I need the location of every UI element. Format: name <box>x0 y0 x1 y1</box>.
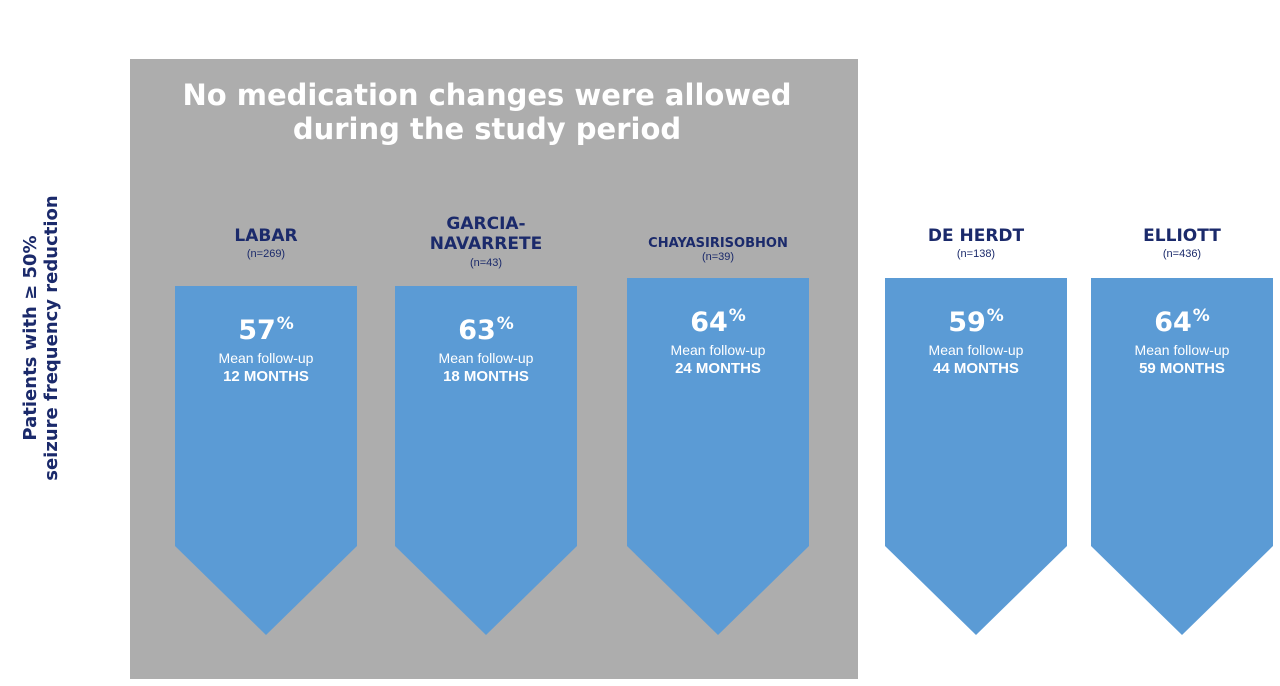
result-percentage: 64% <box>627 300 809 339</box>
percentage-value: 64 <box>690 307 728 338</box>
followup-months: 12 MONTHS <box>223 368 309 385</box>
followup-months: 18 MONTHS <box>443 368 529 385</box>
result-percentage: 57% <box>175 308 357 347</box>
study-name: ELLIOTT <box>1143 226 1221 246</box>
study-sample-size: (n=269) <box>246 248 286 260</box>
study-name: LABAR <box>234 226 298 246</box>
percent-sign: % <box>496 314 514 334</box>
study-name: CHAYASIRISOBHON <box>648 236 788 251</box>
result-arrow-shape <box>395 286 577 635</box>
followup-label: Mean follow-up <box>1134 342 1230 358</box>
percent-sign: % <box>986 306 1004 326</box>
result-percentage: 59% <box>885 300 1067 339</box>
y-axis-label-line2: seizure frequency reduction <box>41 195 62 481</box>
study-sample-size: (n=436) <box>1162 248 1202 260</box>
percent-sign: % <box>1192 306 1210 326</box>
result-arrow <box>627 278 809 635</box>
y-axis-label-line1: Patients with ≥ 50% <box>20 235 41 441</box>
result-text: 64% Mean follow-up 24 MONTHS <box>627 300 809 379</box>
panel-title: No medication changes were allowed durin… <box>182 78 792 146</box>
followup-label: Mean follow-up <box>218 350 314 366</box>
result-text: 64% Mean follow-up 59 MONTHS <box>1091 300 1273 379</box>
result-arrow-shape <box>1091 278 1273 635</box>
result-arrow <box>395 286 577 635</box>
study-column-chayasirisobhon: CHAYASIRISOBHON (n=39) 64% Mean follow-up 24… <box>627 0 809 686</box>
study-name: GARCIA- NAVARRETE <box>429 214 543 254</box>
percent-sign: % <box>728 306 746 326</box>
study-sample-size: (n=43) <box>469 257 503 269</box>
result-text: 57% Mean follow-up 12 MONTHS <box>175 308 357 387</box>
followup-label: Mean follow-up <box>670 342 766 358</box>
result-percentage: 64% <box>1091 300 1273 339</box>
study-column-labar: LABAR (n=269) 57% Mean follow-up 12 MONTHS <box>175 0 357 686</box>
percent-sign: % <box>276 314 294 334</box>
result-percentage: 63% <box>395 308 577 347</box>
result-arrow <box>175 286 357 635</box>
result-arrow <box>885 278 1067 635</box>
study-sample-size: (n=138) <box>956 248 996 260</box>
result-arrow-shape <box>627 278 809 635</box>
followup-months: 59 MONTHS <box>1139 360 1225 377</box>
result-arrow-shape <box>175 286 357 635</box>
study-sample-size: (n=39) <box>701 251 735 263</box>
percentage-value: 64 <box>1154 307 1192 338</box>
result-arrow-shape <box>885 278 1067 635</box>
result-text: 63% Mean follow-up 18 MONTHS <box>395 308 577 387</box>
followup-label: Mean follow-up <box>928 342 1024 358</box>
y-axis-label: Patients with ≥ 50% seizure frequency re… <box>20 188 80 488</box>
study-column-elliott: ELLIOTT (n=436) 64% Mean follow-up 59 MONTHS <box>1091 0 1273 686</box>
percentage-value: 57 <box>238 315 276 346</box>
percentage-value: 63 <box>458 315 496 346</box>
result-arrow <box>1091 278 1273 635</box>
study-name: DE HERDT <box>927 226 1025 246</box>
study-column-de-herdt: DE HERDT (n=138) 59% Mean follow-up 44 MONTH… <box>885 0 1067 686</box>
study-column-garcia-navarrete: GARCIA- NAVARRETE (n=43) 63% Mean follow-up… <box>395 0 577 686</box>
result-text: 59% Mean follow-up 44 MONTHS <box>885 300 1067 379</box>
percentage-value: 59 <box>948 307 986 338</box>
followup-months: 44 MONTHS <box>933 360 1019 377</box>
followup-months: 24 MONTHS <box>675 360 761 377</box>
followup-label: Mean follow-up <box>438 350 534 366</box>
